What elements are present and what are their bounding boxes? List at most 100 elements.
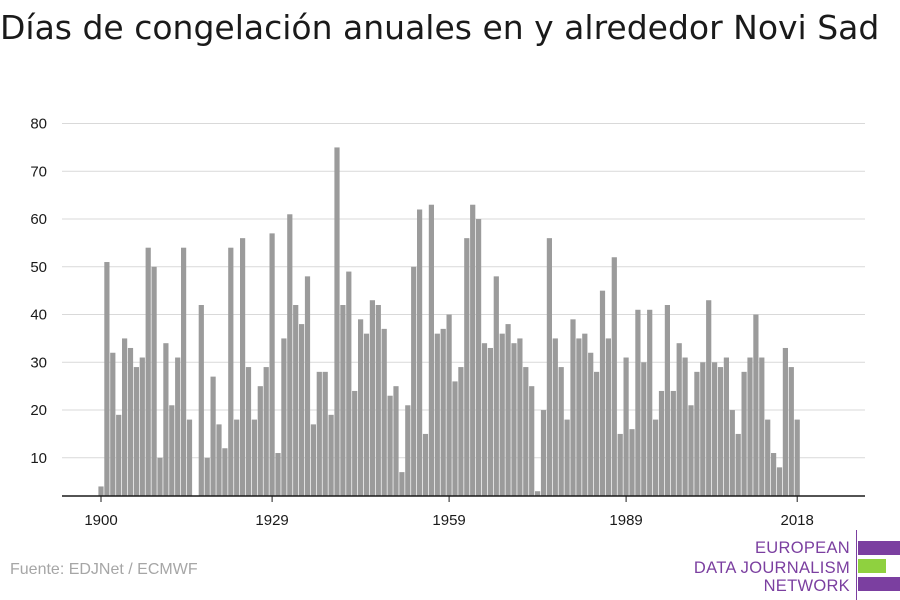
bar-1919 [210, 376, 216, 496]
bar-1947 [375, 305, 381, 496]
bar-1958 [440, 328, 446, 496]
bar-1946 [369, 300, 375, 496]
bar-2012 [759, 357, 765, 496]
bar-1981 [576, 338, 582, 496]
bar-1921 [222, 448, 228, 496]
bar-1954 [417, 209, 423, 496]
bar-2003 [706, 300, 712, 496]
bars [98, 147, 800, 497]
x-tick-label-1989: 1989 [609, 512, 642, 529]
bar-1984 [594, 371, 600, 496]
bar-2014 [771, 453, 777, 496]
bar-1908 [145, 247, 151, 496]
x-tick-label-1929: 1929 [255, 512, 288, 529]
source-note: Fuente: EDJNet / ECMWF [10, 561, 198, 578]
bar-1962 [464, 238, 470, 496]
bar-1966 [487, 347, 493, 496]
bar-2005 [717, 367, 724, 496]
bar-1976 [546, 238, 552, 496]
logo-purple-bar-top [858, 541, 900, 555]
bar-1950 [393, 386, 399, 496]
bar-2013 [765, 419, 771, 496]
bar-1960 [452, 381, 458, 496]
bar-1944 [358, 319, 364, 496]
y-tick-label-80: 80 [30, 116, 47, 133]
bar-1922 [228, 247, 234, 496]
bar-1942 [346, 271, 352, 496]
logo-line-1: EUROPEAN [754, 539, 850, 557]
bar-1910 [157, 457, 163, 496]
bar-1999 [682, 357, 688, 496]
bar-2016 [782, 347, 788, 496]
bar-1928 [263, 367, 269, 496]
bar-1917 [198, 305, 204, 496]
chart: 10 20 30 40 50 60 70 80 1900 1929 1959 1989 2018 [30, 116, 865, 529]
bar-1998 [676, 343, 682, 496]
y-tick-label-50: 50 [30, 259, 47, 276]
bar-1953 [411, 266, 417, 496]
bar-1923 [234, 419, 240, 496]
bar-1988 [617, 433, 623, 496]
bar-1975 [540, 410, 547, 496]
bar-1945 [363, 333, 370, 496]
bar-2006 [723, 357, 729, 496]
chart-title: Días de congelación anuales en y alreded… [0, 8, 880, 47]
bar-1903 [116, 414, 122, 496]
axes [62, 495, 865, 502]
bar-2008 [735, 433, 741, 496]
bar-1977 [552, 338, 558, 496]
x-tick-label-2018: 2018 [781, 512, 814, 529]
edjnet-logo: EUROPEAN DATA JOURNALISM NETWORK [694, 530, 900, 600]
bar-1934 [299, 324, 305, 496]
bar-1963 [470, 204, 476, 496]
bar-1906 [133, 367, 139, 496]
bar-1987 [611, 257, 617, 496]
bar-1933 [293, 305, 299, 496]
bar-2018 [794, 419, 800, 496]
bar-1994 [653, 419, 659, 496]
bar-1902 [110, 352, 116, 496]
y-tick-label-10: 10 [30, 450, 47, 467]
bar-1907 [139, 357, 145, 496]
bar-1986 [605, 338, 611, 496]
bar-2000 [688, 405, 694, 496]
bar-2017 [788, 367, 794, 496]
bar-1972 [523, 367, 529, 496]
bar-2010 [747, 357, 753, 496]
bar-1996 [664, 305, 670, 496]
bar-1964 [476, 219, 482, 497]
bar-1937 [316, 371, 322, 496]
bar-1983 [588, 352, 594, 496]
bar-1904 [122, 338, 128, 496]
bar-1912 [169, 405, 175, 496]
bar-1931 [281, 338, 287, 496]
bar-1985 [599, 290, 606, 496]
bar-2009 [741, 371, 747, 496]
bar-2001 [694, 371, 700, 496]
bar-1957 [434, 333, 440, 496]
bar-1949 [387, 395, 393, 496]
y-tick-label-20: 20 [30, 402, 47, 419]
bar-2007 [729, 410, 735, 496]
bar-1959 [446, 314, 452, 496]
bar-1952 [405, 405, 411, 496]
bar-1911 [163, 343, 169, 496]
x-tick-label-1959: 1959 [432, 512, 465, 529]
y-tick-label-60: 60 [30, 211, 47, 228]
bar-1993 [647, 309, 653, 496]
bar-1965 [481, 343, 488, 496]
bar-1991 [635, 309, 641, 496]
bar-1968 [499, 333, 505, 496]
bar-2015 [776, 467, 783, 496]
bar-1926 [251, 419, 257, 496]
bar-1973 [529, 386, 535, 496]
bar-1936 [310, 424, 316, 496]
x-tick-label-1900: 1900 [84, 512, 117, 529]
x-tick-labels: 1900 1929 1959 1989 2018 [84, 512, 814, 529]
logo-divider [856, 530, 857, 600]
logo-green-bar [858, 559, 886, 573]
bar-1967 [493, 276, 499, 496]
bar-1927 [257, 386, 263, 496]
bar-1951 [399, 472, 405, 496]
bar-1913 [175, 357, 181, 496]
